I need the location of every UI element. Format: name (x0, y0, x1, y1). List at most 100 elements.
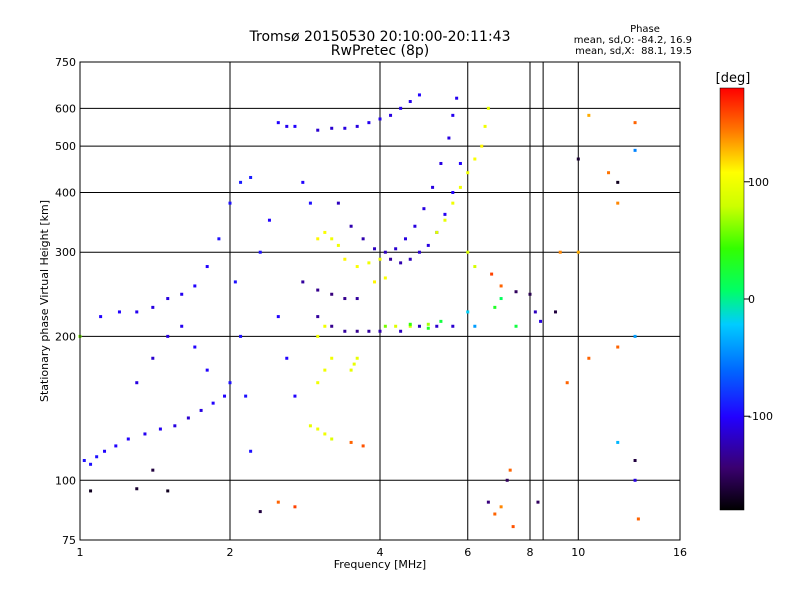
data-point (636, 517, 640, 521)
data-point (435, 230, 439, 234)
data-point (451, 190, 455, 194)
data-point (239, 180, 243, 184)
data-point (367, 329, 371, 333)
data-point (466, 171, 470, 175)
data-point (330, 126, 334, 130)
data-point (82, 458, 86, 462)
data-point (399, 261, 403, 265)
data-point (239, 334, 243, 338)
colorbar-ticks: 100 0 -100 (744, 176, 773, 423)
grid-lines (80, 62, 680, 540)
data-point (607, 171, 611, 175)
data-point (616, 440, 620, 444)
data-point (126, 437, 130, 441)
data-point (451, 113, 455, 117)
data-point (293, 394, 297, 398)
data-point (383, 276, 387, 280)
data-point (166, 489, 170, 493)
colorbar-tick-label: 0 (748, 293, 755, 306)
data-point (616, 180, 620, 184)
x-tick-label: 4 (377, 546, 384, 559)
data-point (316, 334, 320, 338)
data-point (355, 297, 359, 301)
data-point (308, 424, 312, 428)
data-point (301, 180, 305, 184)
data-point (408, 324, 412, 328)
data-point (135, 487, 139, 491)
data-point (151, 305, 155, 309)
data-point (336, 243, 340, 247)
data-point (458, 161, 462, 165)
y-tick-label: 300 (55, 246, 76, 259)
data-point (378, 257, 382, 261)
data-point (511, 525, 515, 529)
data-point (367, 261, 371, 265)
y-axis-label: Stationary phase Virtual Height [km] (38, 200, 51, 402)
data-point (616, 201, 620, 205)
data-point (173, 424, 177, 428)
data-point (199, 408, 203, 412)
data-point (343, 126, 347, 130)
data-point (633, 478, 637, 482)
data-point (417, 250, 421, 254)
data-point (451, 324, 455, 328)
data-point (443, 218, 447, 222)
data-point (158, 427, 162, 431)
data-point (343, 329, 347, 333)
data-point (473, 157, 477, 161)
y-tick-label: 200 (55, 330, 76, 343)
data-point (151, 468, 155, 472)
data-point (276, 500, 280, 504)
data-point (343, 257, 347, 261)
data-point (316, 427, 320, 431)
data-point (616, 345, 620, 349)
chart-title: Tromsø 20150530 20:10:00-20:11:43 (249, 29, 511, 45)
data-point (565, 381, 569, 385)
data-point (399, 329, 403, 333)
data-point (308, 201, 312, 205)
data-point (117, 310, 121, 314)
data-point (443, 212, 447, 216)
data-point (499, 284, 503, 288)
y-tick-label: 400 (55, 186, 76, 199)
data-point (205, 368, 209, 372)
data-point (431, 185, 435, 189)
data-point (249, 449, 253, 453)
data-point (399, 106, 403, 110)
data-point (352, 362, 356, 366)
stats-x-line: mean, sd,X: 88.1, 19.5 (575, 46, 692, 57)
data-point (233, 280, 237, 284)
data-point (493, 512, 497, 516)
x-tick-label: 8 (527, 546, 534, 559)
data-point (249, 175, 253, 179)
data-point (633, 148, 637, 152)
data-point (473, 265, 477, 269)
y-axis-ticks: 75 100 200 300 400 500 600 750 (55, 56, 76, 547)
y-tick-label: 600 (55, 102, 76, 115)
data-point (99, 315, 103, 319)
data-point (633, 121, 637, 125)
data-point (193, 284, 197, 288)
data-point (323, 432, 327, 436)
data-point (180, 324, 184, 328)
data-point (330, 356, 334, 360)
data-point (355, 265, 359, 269)
data-point (258, 250, 262, 254)
data-point (435, 324, 439, 328)
data-point (103, 449, 107, 453)
data-point (285, 124, 289, 128)
data-point (533, 310, 537, 314)
data-point (211, 401, 215, 405)
data-point (426, 326, 430, 330)
data-point (455, 96, 459, 100)
colorbar-label: [deg] (716, 71, 751, 86)
data-point (408, 100, 412, 104)
data-point (417, 324, 421, 328)
y-tick-label: 750 (55, 56, 76, 69)
data-point (508, 468, 512, 472)
colorbar-tick-label: -100 (748, 410, 773, 423)
data-point (422, 207, 426, 211)
data-point (316, 381, 320, 385)
data-point (558, 250, 562, 254)
x-tick-label: 10 (571, 546, 585, 559)
